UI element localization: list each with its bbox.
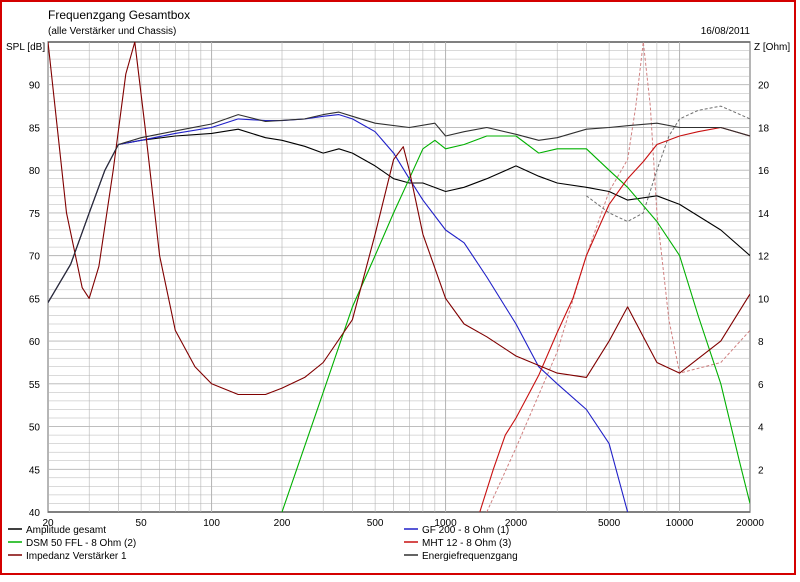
y-tick-label-right: 20 — [758, 81, 770, 92]
y-tick-label-right: 6 — [758, 380, 764, 391]
y-tick-label-left: 80 — [29, 166, 41, 177]
y-tick-label-right: 18 — [758, 123, 770, 134]
series-line-dsm50 — [281, 135, 750, 512]
legend-label-amplitude: Amplitude gesamt — [26, 525, 106, 536]
y-tick-label-right: 8 — [758, 337, 764, 348]
legend-label-gf200: GF 200 - 8 Ohm (1) — [422, 525, 509, 536]
grid — [47, 41, 751, 513]
x-tick-label: 50 — [136, 518, 148, 529]
legend-label-impedance: Impedanz Verstärker 1 — [26, 551, 127, 562]
plot-area — [48, 42, 750, 512]
series-line-gf200 — [48, 114, 629, 512]
series-line-mht12 — [479, 126, 750, 512]
y-tick-label-left: 90 — [29, 81, 41, 92]
x-tick-label: 500 — [367, 518, 384, 529]
series-line-dashed_impedance — [486, 42, 750, 512]
y-tick-label-left: 70 — [29, 252, 41, 263]
chart-date: 16/08/2011 — [701, 26, 751, 37]
chart-subtitle: (alle Verstärker und Chassis) — [48, 26, 176, 37]
y-tick-label-left: 55 — [29, 380, 41, 391]
y-tick-label-right: 4 — [758, 423, 764, 434]
y-tick-label-left: 65 — [29, 294, 41, 305]
tick-labels: 20 50 100 200 500 1000 2000 5000 10000 2000040455… — [29, 81, 770, 529]
y-tick-label-left: 40 — [29, 508, 41, 519]
y-tick-label-right: 2 — [758, 465, 764, 476]
y-tick-label-right: 16 — [758, 166, 770, 177]
y-axis-right-label: Z [Ohm] — [754, 42, 790, 53]
x-tick-label: 1000 — [434, 518, 457, 529]
legend: Amplitude gesamt GF 200 - 8 Ohm (1) DSM 50… — [8, 525, 518, 562]
x-tick-label: 20000 — [736, 518, 764, 529]
x-tick-label: 5000 — [598, 518, 621, 529]
y-tick-label-left: 45 — [29, 465, 41, 476]
y-tick-label-left: 75 — [29, 209, 41, 220]
legend-label-dsm50: DSM 50 FFL - 8 Ohm (2) — [26, 538, 136, 549]
x-tick-label: 2000 — [505, 518, 528, 529]
y-tick-label-left: 85 — [29, 123, 41, 134]
plot-background — [47, 41, 751, 513]
x-tick-label: 100 — [203, 518, 220, 529]
legend-label-mht12: MHT 12 - 8 Ohm (3) — [422, 538, 511, 549]
y-tick-label-left: 60 — [29, 337, 41, 348]
y-tick-label-right: 14 — [758, 209, 770, 220]
y-tick-label-right: 12 — [758, 252, 770, 263]
y-axis-left-label: SPL [dB] — [6, 42, 45, 53]
y-tick-label-left: 50 — [29, 423, 41, 434]
x-tick-label: 10000 — [666, 518, 694, 529]
y-tick-label-right: 10 — [758, 294, 770, 305]
series-line-impedance — [48, 42, 750, 396]
x-tick-label: 20 — [42, 518, 54, 529]
chart-title: Frequenzgang Gesamtbox — [48, 8, 190, 22]
legend-label-energy: Energiefrequenzgang — [422, 551, 518, 562]
x-tick-label: 200 — [274, 518, 291, 529]
series-line-energy — [48, 111, 750, 303]
